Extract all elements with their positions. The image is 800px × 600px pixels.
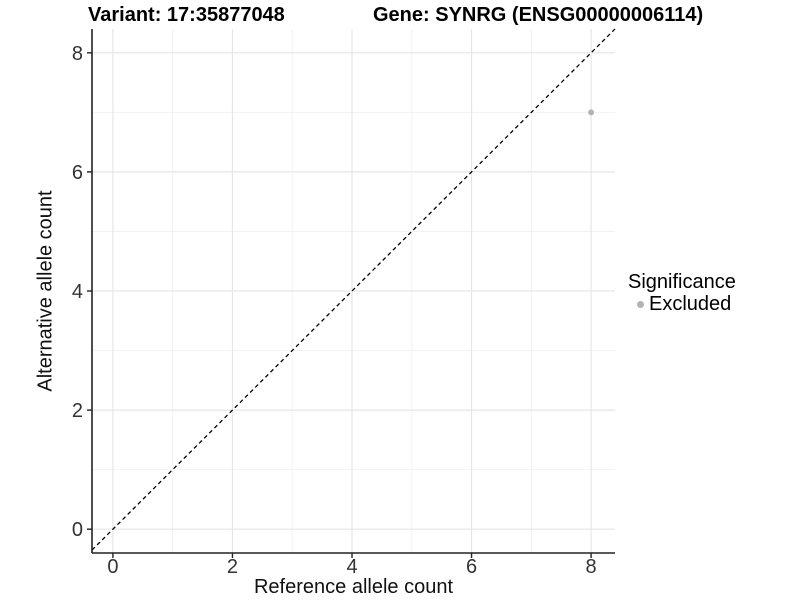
x-axis-title: Reference allele count xyxy=(253,576,453,598)
legend-title: Significance xyxy=(628,271,736,293)
y-axis-title: Alternative allele count xyxy=(34,190,57,392)
data-point xyxy=(588,109,595,116)
legend-key-dot xyxy=(637,300,644,308)
y-tick-label: 2 xyxy=(72,400,83,422)
legend-item-excluded: Excluded xyxy=(628,293,736,315)
x-tick-label: 2 xyxy=(227,556,238,578)
x-tick-label: 4 xyxy=(346,556,357,578)
x-tick-label: 6 xyxy=(466,556,477,578)
x-tick-label: 8 xyxy=(586,556,597,578)
y-tick-label: 0 xyxy=(72,519,83,541)
legend: Significance Excluded xyxy=(628,271,736,315)
plot-title-variant: Variant: 17:35877048 xyxy=(88,4,285,26)
legend-item-label: Excluded xyxy=(649,292,732,315)
identity-line xyxy=(91,28,616,551)
x-tick-label: 0 xyxy=(107,556,118,578)
y-tick-label: 8 xyxy=(72,43,83,65)
y-tick-label: 4 xyxy=(72,281,83,303)
plot-title-gene: Gene: SYNRG (ENSG00000006114) xyxy=(373,4,704,26)
y-tick-label: 6 xyxy=(72,162,83,184)
